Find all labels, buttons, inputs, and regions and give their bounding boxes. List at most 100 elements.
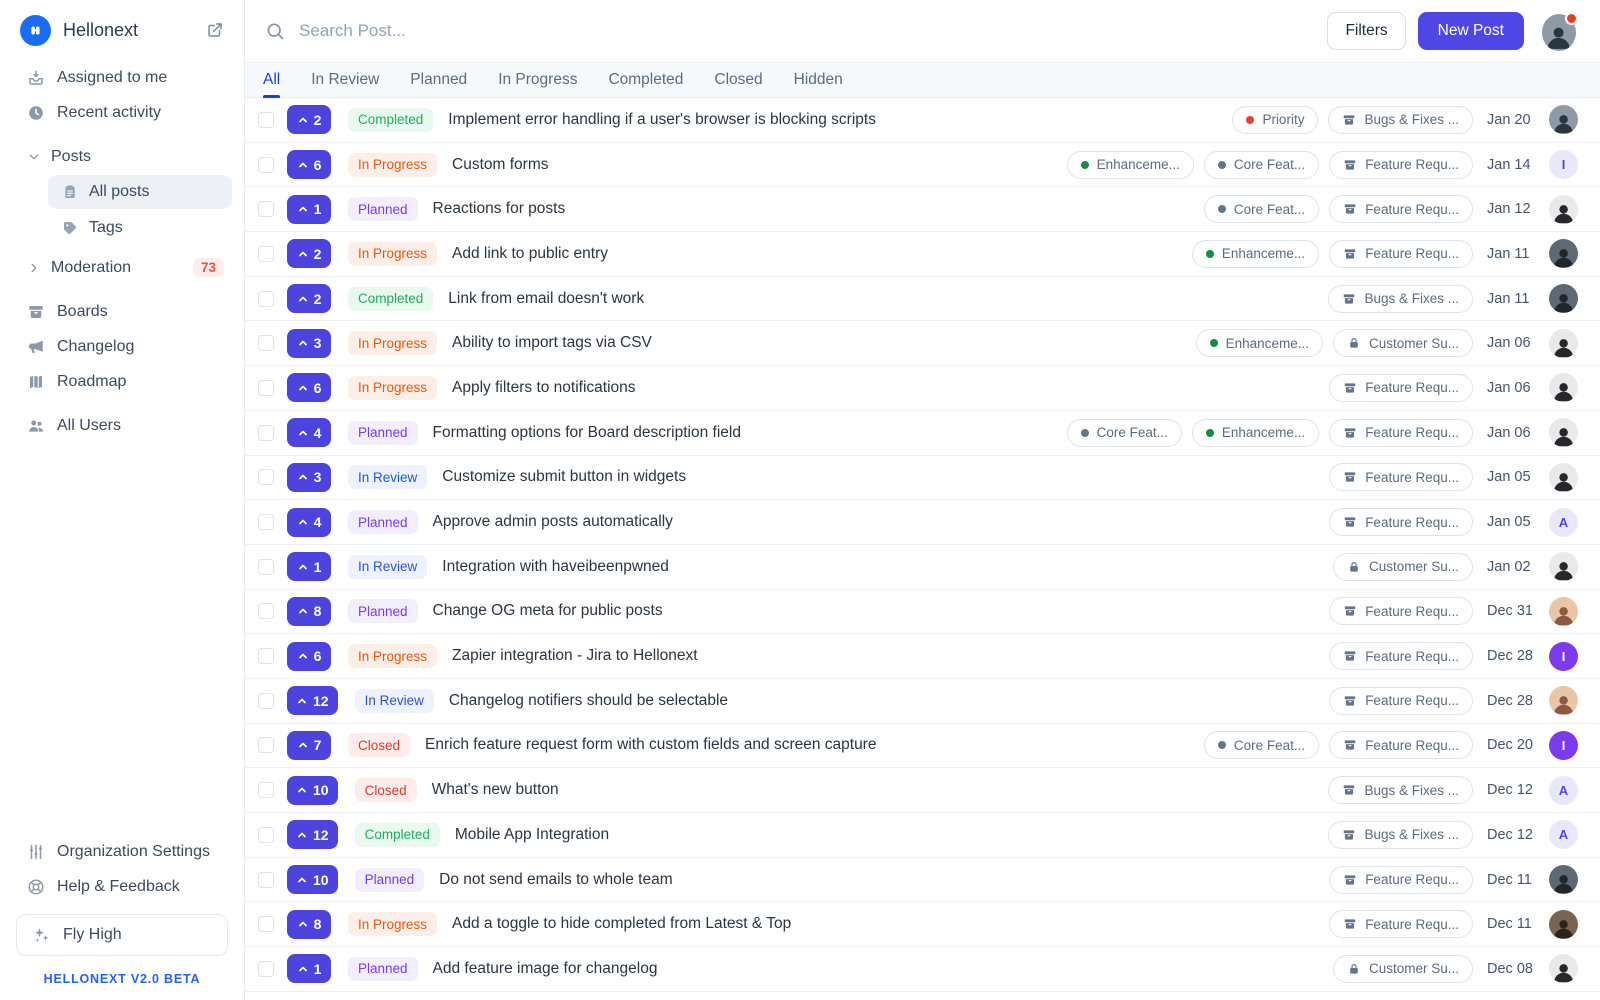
row-checkbox[interactable] — [258, 290, 274, 307]
board-chip[interactable]: Feature Requ... — [1329, 463, 1473, 492]
row-checkbox[interactable] — [258, 514, 274, 531]
post-row[interactable]: 3 In Progress Ability to import tags via C… — [245, 321, 1600, 367]
row-checkbox[interactable] — [258, 782, 274, 799]
upvote-button[interactable]: 2 — [287, 239, 331, 269]
tab-in-progress[interactable]: In Progress — [498, 71, 578, 88]
row-checkbox[interactable] — [258, 201, 274, 218]
post-row[interactable]: 4 Planned Formatting options for Board des… — [245, 411, 1600, 456]
tab-completed[interactable]: Completed — [608, 71, 684, 88]
upvote-button[interactable]: 10 — [287, 865, 338, 895]
upvote-button[interactable]: 6 — [287, 373, 331, 403]
board-chip[interactable]: Feature Requ... — [1329, 508, 1473, 537]
post-row[interactable]: 12 Completed Mobile App Integration Bugs & … — [245, 813, 1600, 858]
tag-chip[interactable]: Core Feat... — [1203, 150, 1320, 179]
post-row[interactable]: 6 In Progress Custom forms Enhanceme... Core… — [245, 143, 1600, 188]
sidebar-item-all-posts[interactable]: All posts — [48, 175, 232, 209]
board-chip[interactable]: Customer Su... — [1332, 552, 1473, 581]
post-row[interactable]: 10 Planned Do not send emails to whole tea… — [245, 858, 1600, 903]
board-chip[interactable]: Bugs & Fixes ... — [1328, 820, 1473, 849]
row-checkbox[interactable] — [258, 826, 274, 843]
sidebar-item-tags[interactable]: Tags — [48, 211, 232, 245]
upvote-button[interactable]: 6 — [287, 150, 331, 180]
tab-closed[interactable]: Closed — [714, 71, 763, 88]
board-chip[interactable]: Bugs & Fixes ... — [1328, 776, 1473, 805]
tag-chip[interactable]: Core Feat... — [1203, 731, 1320, 760]
sidebar-item-boards[interactable]: Boards — [0, 294, 244, 329]
post-row[interactable]: 1 Planned Add feature image for changelog C… — [245, 947, 1600, 992]
tag-chip[interactable]: Priority — [1232, 105, 1319, 134]
row-checkbox[interactable] — [258, 558, 274, 575]
post-row[interactable]: 2 Completed Implement error handling if a … — [245, 98, 1600, 143]
tag-chip[interactable]: Enhanceme... — [1191, 418, 1320, 447]
post-row[interactable]: 1 Planned Reactions for posts Core Feat... F… — [245, 187, 1600, 233]
upvote-button[interactable]: 1 — [287, 194, 331, 224]
upvote-button[interactable]: 1 — [287, 552, 331, 582]
board-chip[interactable]: Feature Requ... — [1329, 686, 1473, 715]
board-chip[interactable]: Feature Requ... — [1329, 150, 1473, 179]
board-chip[interactable]: Customer Su... — [1332, 954, 1473, 983]
board-chip[interactable]: Feature Requ... — [1329, 597, 1473, 626]
row-checkbox[interactable] — [258, 916, 274, 933]
board-chip[interactable]: Feature Requ... — [1329, 195, 1473, 224]
board-chip[interactable]: Feature Requ... — [1329, 373, 1473, 402]
sidebar-item-roadmap[interactable]: Roadmap — [0, 364, 244, 399]
row-checkbox[interactable] — [258, 245, 274, 262]
sidebar-item-recent-activity[interactable]: Recent activity — [0, 95, 244, 130]
board-chip[interactable]: Feature Requ... — [1329, 731, 1473, 760]
upvote-button[interactable]: 4 — [287, 507, 331, 537]
post-row[interactable]: 6 In Progress Zapier integration - Jira to… — [245, 634, 1600, 679]
sidebar-item-all-users[interactable]: All Users — [0, 408, 244, 443]
search-input[interactable] — [299, 21, 1316, 41]
upvote-button[interactable]: 1 — [287, 954, 331, 984]
board-chip[interactable]: Bugs & Fixes ... — [1328, 284, 1473, 313]
tag-chip[interactable]: Enhanceme... — [1195, 329, 1323, 358]
post-row[interactable]: 1 In Review Integration with haveibeenpwne… — [245, 545, 1600, 590]
upvote-button[interactable]: 2 — [287, 105, 331, 135]
post-row[interactable]: 3 In Review Customize submit button in wid… — [245, 456, 1600, 501]
upvote-button[interactable]: 2 — [287, 284, 331, 314]
post-row[interactable]: 8 Planned Change OG meta for public posts F… — [245, 590, 1600, 635]
row-checkbox[interactable] — [258, 469, 274, 486]
new-post-button[interactable]: New Post — [1417, 12, 1524, 50]
row-checkbox[interactable] — [258, 871, 274, 888]
post-row[interactable]: 7 Closed Enrich feature request form with … — [245, 724, 1600, 769]
tab-all[interactable]: All — [263, 63, 281, 98]
row-checkbox[interactable] — [258, 603, 274, 620]
board-chip[interactable]: Feature Requ... — [1329, 418, 1473, 447]
row-checkbox[interactable] — [258, 692, 274, 709]
row-checkbox[interactable] — [258, 424, 274, 441]
post-row[interactable]: 8 In Progress Add a toggle to hide complet… — [245, 902, 1600, 948]
upvote-button[interactable]: 8 — [287, 596, 331, 626]
row-checkbox[interactable] — [258, 737, 274, 754]
sidebar-item-assigned-to-me[interactable]: Assigned to me — [0, 60, 244, 95]
row-checkbox[interactable] — [258, 111, 274, 128]
filters-button[interactable]: Filters — [1327, 12, 1406, 50]
tab-planned[interactable]: Planned — [410, 71, 468, 88]
sidebar-group-posts[interactable]: Posts — [0, 139, 244, 174]
upvote-button[interactable]: 10 — [287, 775, 338, 805]
post-row[interactable]: 2 Completed Link from email doesn't work Bu… — [245, 277, 1600, 322]
external-link-icon[interactable] — [206, 21, 224, 39]
sidebar-item-changelog[interactable]: Changelog — [0, 329, 244, 364]
tag-chip[interactable]: Enhanceme... — [1066, 150, 1194, 179]
upvote-button[interactable]: 3 — [287, 462, 331, 492]
upvote-button[interactable]: 12 — [287, 686, 338, 716]
post-row[interactable]: 4 Planned Approve admin posts automaticall… — [245, 500, 1600, 545]
row-checkbox[interactable] — [258, 335, 274, 352]
upvote-button[interactable]: 7 — [287, 730, 331, 760]
upvote-button[interactable]: 12 — [287, 820, 338, 850]
tag-chip[interactable]: Core Feat... — [1203, 195, 1320, 224]
upvote-button[interactable]: 6 — [287, 641, 331, 671]
tag-chip[interactable]: Enhanceme... — [1191, 239, 1320, 268]
board-chip[interactable]: Feature Requ... — [1329, 865, 1473, 894]
post-row[interactable]: 10 Closed What's new button Bugs & Fixes ..… — [245, 768, 1600, 813]
post-row[interactable]: 6 In Progress Apply filters to notificatio… — [245, 366, 1600, 411]
tab-in-review[interactable]: In Review — [311, 71, 380, 88]
tag-chip[interactable]: Core Feat... — [1066, 418, 1182, 447]
board-chip[interactable]: Feature Requ... — [1329, 910, 1473, 939]
sidebar-item-moderation[interactable]: Moderation 73 — [0, 250, 244, 285]
upvote-button[interactable]: 8 — [287, 909, 331, 939]
board-chip[interactable]: Feature Requ... — [1329, 239, 1473, 268]
upvote-button[interactable]: 4 — [287, 418, 331, 448]
row-checkbox[interactable] — [258, 156, 274, 173]
